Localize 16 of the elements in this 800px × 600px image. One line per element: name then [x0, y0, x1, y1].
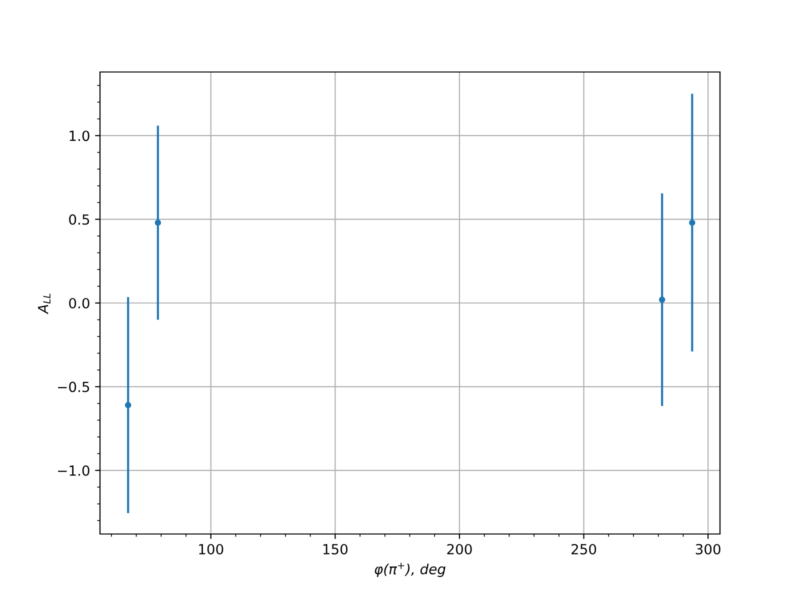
point	[658, 296, 666, 303]
y-tick-label: 0.5	[69, 214, 90, 225]
x-tick-label: 150	[323, 544, 348, 554]
point	[689, 220, 696, 226]
y-tick-label: 0.0	[69, 298, 90, 308]
y-tick-label: 1.0	[70, 130, 90, 142]
x-tick-label: 300	[696, 544, 720, 554]
x-tick-label: 200	[447, 544, 472, 554]
y-tick-label: −0.5	[58, 382, 90, 392]
point	[154, 220, 162, 226]
x-tick-label: 250	[572, 544, 596, 554]
x-axis-title: φ(π$^{+}$), deg	[374, 562, 446, 578]
y-axis-title: A$_{LL}$	[38, 294, 50, 314]
x-tick-label: 100	[199, 544, 224, 554]
point	[124, 402, 132, 408]
y-tick-label: −1.0	[58, 465, 90, 476]
